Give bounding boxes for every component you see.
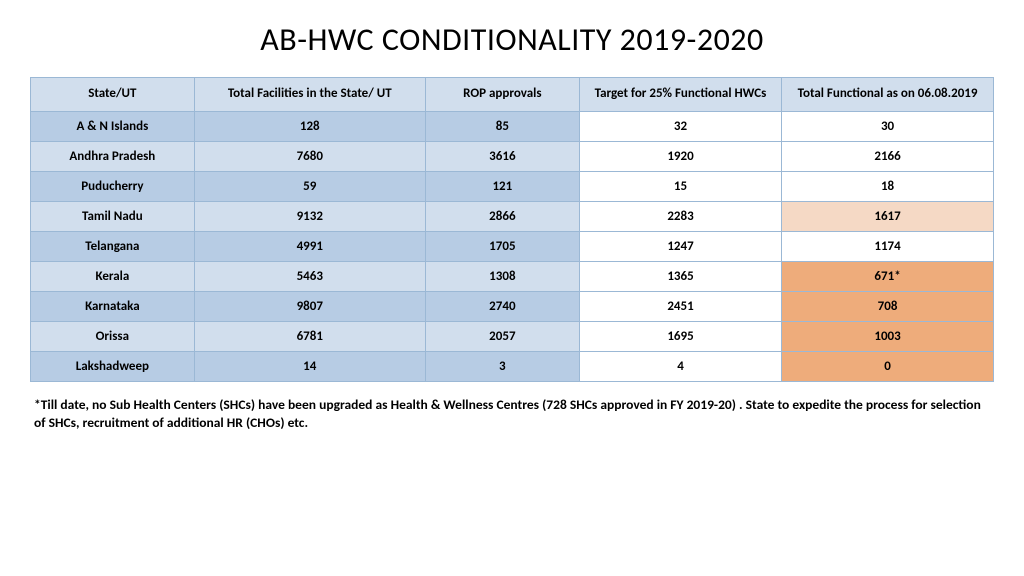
th-func: Total Functional as on 06.08.2019 [782,78,994,112]
table-row: Tamil Nadu9132286622831617 [31,201,994,231]
cell-state: Telangana [31,231,195,261]
table-row: Kerala546313081365671* [31,261,994,291]
cell-rop: 2057 [425,321,579,351]
table-row: Telangana4991170512471174 [31,231,994,261]
cell-rop: 1705 [425,231,579,261]
th-state: State/UT [31,78,195,112]
table-header-row: State/UT Total Facilities in the State/ … [31,78,994,112]
table-row: Lakshadweep14340 [31,351,994,381]
table-row: Puducherry591211518 [31,171,994,201]
cell-target: 1365 [579,261,781,291]
cell-state: Orissa [31,321,195,351]
cell-total: 6781 [194,321,425,351]
footnote: *Till date, no Sub Health Centers (SHCs)… [30,396,994,432]
cell-total: 14 [194,351,425,381]
cell-total: 59 [194,171,425,201]
cell-target: 15 [579,171,781,201]
cell-rop: 3616 [425,141,579,171]
cell-rop: 85 [425,111,579,141]
cell-func: 0 [782,351,994,381]
cell-target: 1695 [579,321,781,351]
cell-func: 30 [782,111,994,141]
table-row: A & N Islands128853230 [31,111,994,141]
cell-func: 1174 [782,231,994,261]
cell-target: 2451 [579,291,781,321]
cell-rop: 2866 [425,201,579,231]
cell-func: 708 [782,291,994,321]
cell-state: Puducherry [31,171,195,201]
cell-rop: 3 [425,351,579,381]
th-rop: ROP approvals [425,78,579,112]
cell-rop: 2740 [425,291,579,321]
cell-func: 671* [782,261,994,291]
cell-func: 1003 [782,321,994,351]
cell-state: Andhra Pradesh [31,141,195,171]
cell-total: 7680 [194,141,425,171]
cell-state: A & N Islands [31,111,195,141]
cell-rop: 121 [425,171,579,201]
cell-total: 128 [194,111,425,141]
cell-target: 2283 [579,201,781,231]
table-row: Orissa6781205716951003 [31,321,994,351]
cell-target: 4 [579,351,781,381]
cell-state: Kerala [31,261,195,291]
cell-func: 18 [782,171,994,201]
cell-target: 32 [579,111,781,141]
cell-func: 1617 [782,201,994,231]
cell-state: Lakshadweep [31,351,195,381]
table-body: A & N Islands128853230Andhra Pradesh7680… [31,111,994,381]
cell-total: 9132 [194,201,425,231]
cell-total: 9807 [194,291,425,321]
data-table: State/UT Total Facilities in the State/ … [30,77,994,382]
cell-total: 4991 [194,231,425,261]
cell-target: 1920 [579,141,781,171]
cell-rop: 1308 [425,261,579,291]
table-row: Andhra Pradesh7680361619202166 [31,141,994,171]
cell-func: 2166 [782,141,994,171]
cell-state: Tamil Nadu [31,201,195,231]
cell-target: 1247 [579,231,781,261]
th-total: Total Facilities in the State/ UT [194,78,425,112]
cell-state: Karnataka [31,291,195,321]
cell-total: 5463 [194,261,425,291]
page-title: AB-HWC CONDITIONALITY 2019-2020 [30,20,994,59]
th-target: Target for 25% Functional HWCs [579,78,781,112]
table-row: Karnataka980727402451708 [31,291,994,321]
